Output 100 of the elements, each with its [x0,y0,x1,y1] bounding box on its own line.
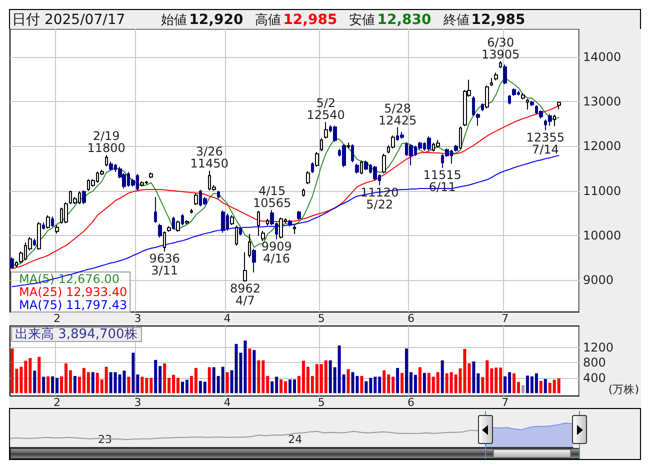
bar [221,366,224,394]
x-tick-label: 4 [224,396,231,409]
text: 高値 [255,12,282,28]
bar [382,370,386,394]
bar [122,370,126,394]
candlestick [33,238,36,247]
bar [400,372,404,394]
candlestick [499,60,502,69]
bar [33,370,36,394]
x-tick-label: 6 [407,396,414,409]
y-tick-label: 800 [583,356,606,370]
candlestick [485,85,489,109]
x-tick-label: 2 [54,396,61,409]
bar [73,376,76,394]
bar [86,372,90,394]
candlestick [311,162,314,174]
series-label: MA(25) 12,933.40 [19,285,128,299]
bar [118,374,122,394]
candlestick [248,234,251,258]
candlestick [266,218,269,226]
bar [414,374,417,394]
x-tick-label: 3 [134,396,142,409]
bar [534,373,538,394]
candlestick [521,92,525,100]
candlestick [530,100,534,107]
bar [472,361,476,394]
bar [360,376,364,394]
x-tick-label: 2 [54,312,61,325]
x-tick-label: 6 [407,312,414,325]
y-tick-label: 9000 [583,272,614,287]
candlestick [279,217,283,239]
candlestick [494,72,498,81]
candlestick [382,153,386,174]
candlestick [320,138,323,152]
candlestick [508,94,511,105]
bar [226,372,229,394]
bar [51,376,54,394]
bar [440,360,444,394]
y-tick-label: 11000 [583,184,622,198]
candlestick [342,144,346,168]
candlestick [355,163,359,174]
bar [463,348,466,394]
candlestick [293,225,296,235]
candlestick [261,230,265,242]
candlestick [481,102,484,112]
y-tick-label: 10000 [583,228,622,242]
bar [10,348,14,394]
text: 安値 [349,12,376,28]
series-label: MA(75) 11,797.43 [19,298,128,312]
bar [539,380,542,394]
candlestick [190,208,193,214]
annotation: 4/15 10565 [253,184,292,210]
x-tick-label: 24 [288,433,302,446]
bar [185,380,188,394]
bar [346,369,350,394]
candlestick [194,192,198,206]
candlestick [306,170,310,185]
bar [46,376,50,394]
bar [436,372,440,394]
bar [203,382,206,394]
annotation: 6/30 13905 [482,35,520,62]
candlestick [257,210,260,236]
y-tick-label: 1200 [583,340,614,354]
candlestick [400,131,404,140]
candlestick [163,230,166,252]
bar [234,344,238,394]
candlestick [557,102,561,110]
candlestick [221,210,225,234]
text: 終値 [443,12,470,28]
text: 12,920 [189,12,244,28]
candlestick [172,216,175,230]
bar [208,367,211,394]
bar [364,381,368,394]
candlestick [526,98,529,110]
candlestick [512,88,516,96]
bar [288,379,292,394]
annotation: 9636 3/11 [149,252,180,278]
candlestick [360,160,363,175]
candlestick [55,224,59,234]
x-tick-label: 4 [224,312,231,325]
bar [127,376,130,394]
bar [418,367,422,394]
bar [512,373,516,394]
candlestick [185,220,189,225]
bar [351,372,354,394]
candlestick [347,142,350,149]
candlestick [154,196,157,224]
text: 12,985 [471,12,526,28]
x-tick-label: 5 [318,312,325,325]
bar [324,360,328,394]
bar [91,372,94,394]
candlestick [436,139,440,148]
candlestick [37,221,41,250]
candlestick [288,219,292,227]
x-tick-label: 7 [502,312,509,325]
bar [521,385,524,394]
candlestick [217,190,220,199]
candlestick [427,136,431,152]
candlestick [235,225,238,246]
annotation: 2/19 11800 [87,129,126,156]
